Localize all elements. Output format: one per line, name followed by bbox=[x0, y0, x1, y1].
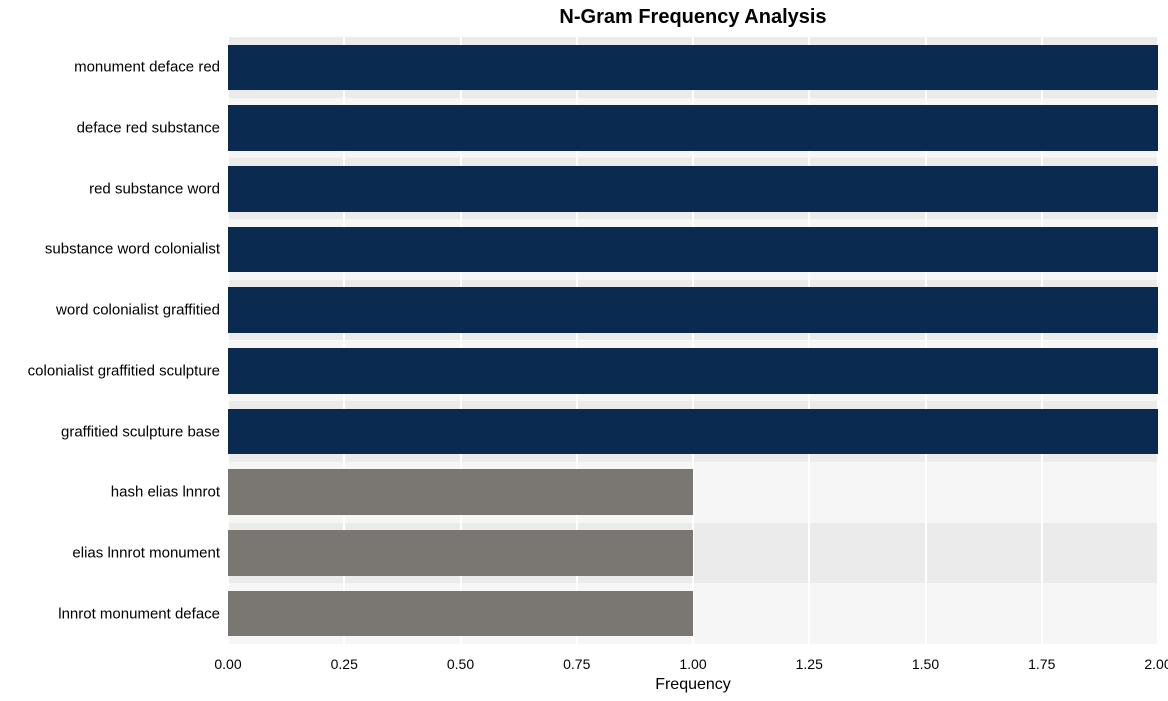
bar bbox=[228, 105, 1158, 151]
y-tick-label: graffitied sculpture base bbox=[61, 423, 220, 440]
y-tick-label: deface red substance bbox=[77, 120, 220, 137]
ngram-frequency-chart: N-Gram Frequency Analysis monument defac… bbox=[0, 0, 1168, 701]
y-tick-label: colonialist graffitied sculpture bbox=[28, 362, 220, 379]
x-tick-label: 0.50 bbox=[447, 656, 474, 672]
x-tick-label: 1.75 bbox=[1028, 656, 1055, 672]
plot-area bbox=[228, 37, 1158, 644]
bar bbox=[228, 469, 693, 515]
x-tick-label: 1.25 bbox=[796, 656, 823, 672]
x-tick-label: 0.25 bbox=[331, 656, 358, 672]
y-axis-labels: monument deface red deface red substance r… bbox=[0, 37, 220, 644]
y-tick-label: word colonialist graffitied bbox=[56, 302, 220, 319]
y-tick-label: substance word colonialist bbox=[45, 241, 220, 258]
chart-title: N-Gram Frequency Analysis bbox=[559, 6, 826, 29]
y-tick-label: elias lnnrot monument bbox=[72, 544, 220, 561]
bar bbox=[228, 45, 1158, 91]
x-tick-label: 1.00 bbox=[679, 656, 706, 672]
x-tick-label: 0.00 bbox=[214, 656, 241, 672]
y-tick-label: red substance word bbox=[89, 180, 220, 197]
x-axis-title: Frequency bbox=[655, 676, 731, 694]
y-tick-label: monument deface red bbox=[74, 59, 220, 76]
x-tick-label: 1.50 bbox=[912, 656, 939, 672]
bar bbox=[228, 409, 1158, 455]
bars-layer bbox=[228, 37, 1158, 644]
bar bbox=[228, 348, 1158, 394]
bar bbox=[228, 530, 693, 576]
x-tick-label: 0.75 bbox=[563, 656, 590, 672]
y-tick-label: lnnrot monument deface bbox=[58, 605, 220, 622]
bar bbox=[228, 166, 1158, 212]
bar bbox=[228, 227, 1158, 273]
bar bbox=[228, 287, 1158, 333]
y-tick-label: hash elias lnnrot bbox=[111, 484, 220, 501]
bar bbox=[228, 591, 693, 637]
x-tick-label: 2.00 bbox=[1144, 656, 1168, 672]
x-axis-ticks: 0.000.250.500.751.001.251.501.752.00 bbox=[228, 656, 1158, 676]
